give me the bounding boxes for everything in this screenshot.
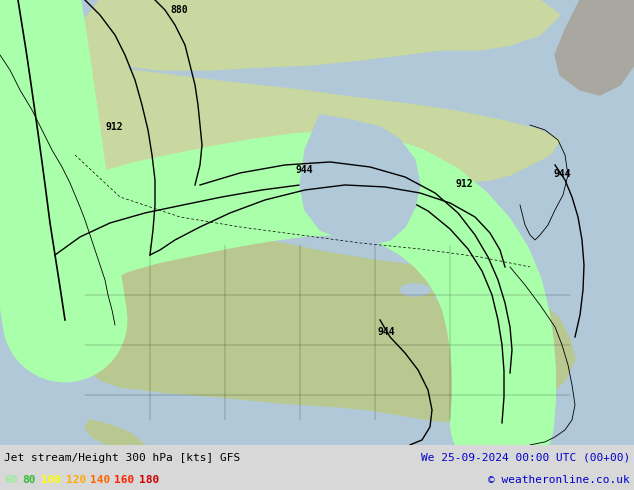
Ellipse shape [400,284,430,296]
Polygon shape [0,0,75,75]
Polygon shape [70,25,560,215]
Text: Jet stream/Height 300 hPa [kts] GFS: Jet stream/Height 300 hPa [kts] GFS [4,453,240,463]
Text: 912: 912 [455,179,472,189]
Polygon shape [300,115,420,245]
Polygon shape [80,0,560,70]
Text: 80: 80 [23,475,36,485]
Text: 912: 912 [105,122,122,132]
Text: 60: 60 [4,475,18,485]
Text: 100: 100 [41,475,61,485]
Text: We 25-09-2024 00:00 UTC (00+00): We 25-09-2024 00:00 UTC (00+00) [421,453,630,463]
Text: 160: 160 [114,475,134,485]
Polygon shape [85,420,145,445]
Text: © weatheronline.co.uk: © weatheronline.co.uk [488,475,630,485]
Polygon shape [555,0,634,95]
Text: 944: 944 [378,327,396,337]
Polygon shape [300,115,420,245]
Text: 944: 944 [553,169,571,179]
Text: 140: 140 [90,475,110,485]
Ellipse shape [461,301,479,308]
Text: 944: 944 [295,165,313,175]
Ellipse shape [435,293,455,301]
Text: 880: 880 [170,5,188,15]
Text: 180: 180 [139,475,159,485]
Text: 120: 120 [65,475,86,485]
Polygon shape [75,155,575,423]
